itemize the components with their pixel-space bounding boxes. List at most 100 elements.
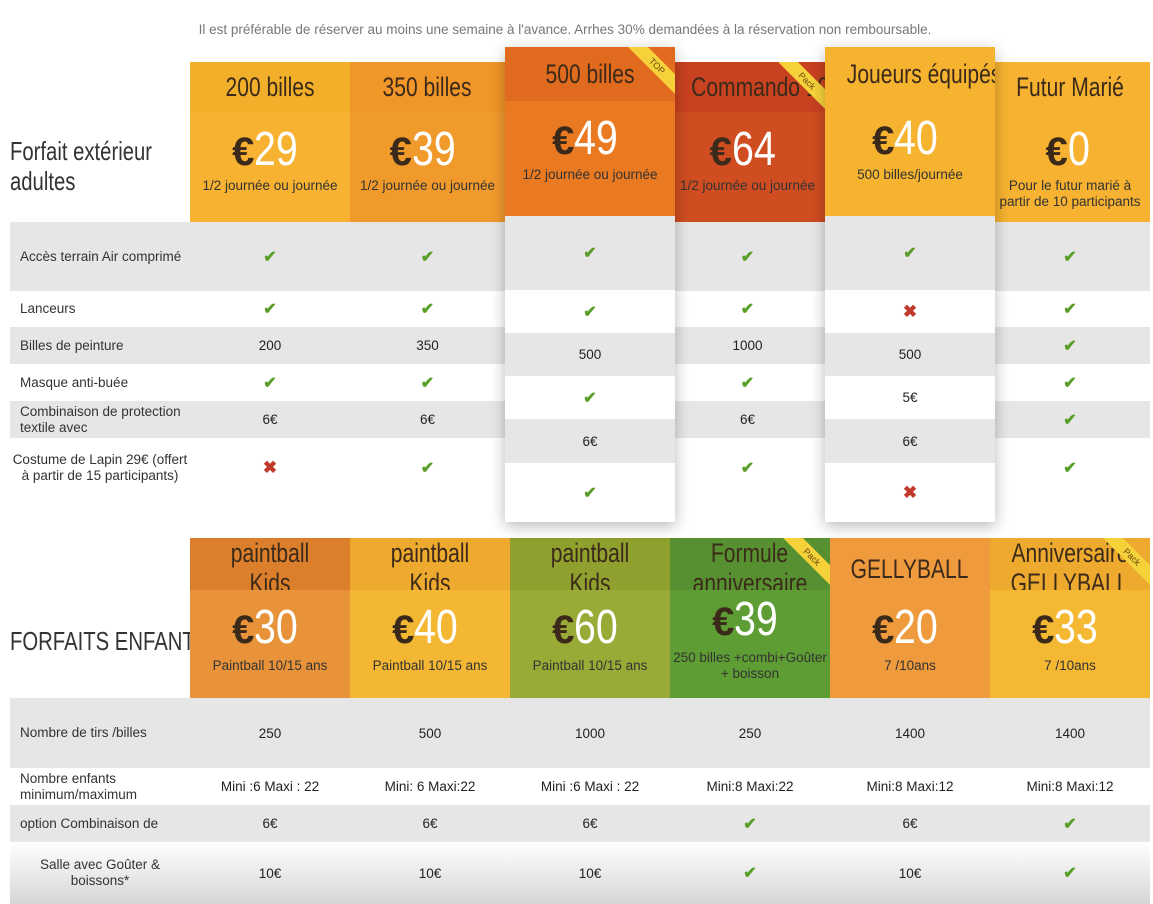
plan-ribbon: Pack [770,538,830,598]
cell-value: 10€ [258,865,282,881]
cell-value: 6€ [262,412,278,427]
plan-name-line1: paintball Kids [350,538,510,590]
plan-ribbon: Pack [765,62,825,122]
plan-name: GELLYBALL [830,538,990,590]
plan-name-line1: Formule [670,538,830,568]
row-label: Billes de peinture [10,327,190,364]
table-cell: ✖ [825,290,995,333]
plan-name-line1: paintball Kids [510,538,670,590]
plan-name-text: Formule [711,538,789,568]
price-subtitle: 1/2 journée ou journée [679,178,816,193]
cell-value: 250 [738,725,762,741]
row-label: Accès terrain Air comprimé [10,222,190,291]
cell-value: 10€ [898,865,922,881]
row-label: Masque anti-buée [10,364,190,401]
currency-symbol: € [389,130,412,174]
price-subtitle: 1/2 journée ou journée [359,178,496,193]
price-amount: 64 [731,123,776,176]
check-icon: ✔ [420,374,435,392]
check-icon: ✔ [1063,301,1077,318]
table-cell: 250 [670,698,830,768]
cell-value: 6€ [739,412,756,427]
plan-name-text: 500 billes [545,59,635,89]
price-box: €29 1/2 journée ou journée [190,112,350,222]
table-cell: ✔ [670,291,825,327]
table-cell: 500 [825,333,995,376]
price-subtitle: Paintball 10/15 ans [372,658,488,673]
table-cell: ✔ [990,291,1150,327]
row-label-text: Lanceurs [20,301,76,316]
table-cell: 1000 [510,698,670,768]
ribbon-text: TOP [623,47,675,100]
currency-symbol: € [552,608,575,652]
table-cell: 500 [505,333,675,376]
price-amount: 0 [1067,123,1090,176]
table-cell: ✔ [505,290,675,333]
row-label-text: Salle avec Goûter & boissons* [39,857,161,888]
plan-name-text: anniversaire 250 [692,568,808,590]
row-label-text: Nombre enfants minimum/maximum [20,770,138,802]
price: €0 [990,126,1150,176]
row-label-text: Nombre de tirs /billes [20,725,147,740]
cell-value: 6€ [582,433,598,449]
plan-column: paintball Kids1000Billes €60 Paintball 10/… [510,538,670,904]
kids-table-title: FORFAITS ENFANTS [10,626,209,656]
price-amount: 20 [894,601,939,654]
table-cell: ✔ [505,463,675,522]
check-icon: ✔ [263,374,277,392]
check-icon: ✔ [420,301,435,318]
cell-value: 1000 [574,725,606,741]
table-cell: ✔ [990,364,1150,401]
price: €49 [505,115,675,165]
cell-value: Mini:8 Maxi:12 [866,779,954,794]
row-label: option Combinaison de [10,805,190,842]
row-label: Salle avec Goûter & boissons* [10,842,190,904]
price-box: €39 1/2 journée ou journée [350,112,505,222]
plan-column: 350 billes €39 1/2 journée ou journée ✔ ✔ 350… [350,62,505,498]
cell-value: Mini :6 Maxi : 22 [220,779,320,794]
table-cell: Mini:8 Maxi:22 [670,768,830,805]
plan-name-text: paintball Kids [390,538,470,590]
price: €40 [825,115,995,165]
table-cell: 6€ [510,805,670,842]
table-cell: ✔ [190,364,350,401]
table-cell: 10€ [350,842,510,904]
price-box: €64 1/2 journée ou journée [670,112,825,222]
currency-symbol: € [232,130,255,174]
table-cell: ✔ [505,376,675,419]
plan-name: Futur Marié [990,62,1150,112]
check-icon: ✔ [743,865,757,882]
cell-value: 1400 [1054,725,1086,741]
price-box: €33 7 /10ans [990,590,1150,698]
plan-column: 500 billes €49 1/2 journée ou journée TOP ✔ ✔… [505,47,675,522]
currency-symbol: € [872,119,895,163]
check-icon: ✔ [583,303,597,321]
check-icon: ✔ [740,460,755,477]
price-amount: 60 [574,601,619,654]
price: €29 [190,126,350,176]
cell-value: 350 [416,338,439,353]
table-cell: 350 [350,327,505,364]
check-icon: ✔ [263,301,277,318]
plan-name-line2: GELLYBALL [990,568,1150,590]
price-box: €20 7 /10ans [830,590,990,698]
table-cell: 500 [350,698,510,768]
cell-value: Mini :6 Maxi : 22 [540,779,640,794]
currency-symbol: € [1032,608,1055,652]
table-cell: ✔ [670,842,830,904]
table-cell: ✔ [670,222,825,291]
cell-value: Mini: 6 Maxi:22 [384,779,476,794]
plan-name-line1: paintball Kids [190,538,350,590]
check-icon: ✔ [740,301,755,318]
table-cell: ✔ [825,216,995,290]
table-cell: ✔ [990,327,1150,364]
check-icon: ✔ [1063,815,1077,833]
cell-value: 500 [578,347,602,362]
price-box: €40 Paintball 10/15 ans [350,590,510,698]
plan-name-text: GELLYBALL [851,554,969,584]
table-cell: 1400 [830,698,990,768]
table-cell: ✔ [190,291,350,327]
row-label: Costume de Lapin 29€ (offert à partir de… [10,438,190,498]
